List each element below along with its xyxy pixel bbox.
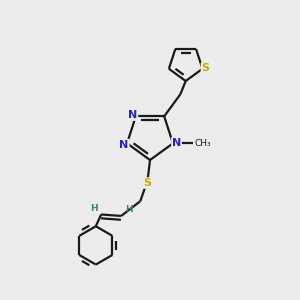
- Text: H: H: [90, 203, 98, 212]
- Text: N: N: [128, 110, 137, 120]
- Text: N: N: [119, 140, 129, 149]
- Text: CH₃: CH₃: [194, 139, 211, 148]
- Text: S: S: [144, 178, 152, 188]
- Text: H: H: [125, 205, 132, 214]
- Text: S: S: [201, 63, 209, 73]
- Text: N: N: [172, 138, 181, 148]
